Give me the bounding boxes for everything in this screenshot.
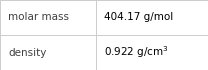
Text: density: density <box>8 48 47 57</box>
Text: 0.922 g/cm$^{3}$: 0.922 g/cm$^{3}$ <box>104 45 169 60</box>
Text: molar mass: molar mass <box>8 13 69 22</box>
Text: 404.17 g/mol: 404.17 g/mol <box>104 13 173 22</box>
